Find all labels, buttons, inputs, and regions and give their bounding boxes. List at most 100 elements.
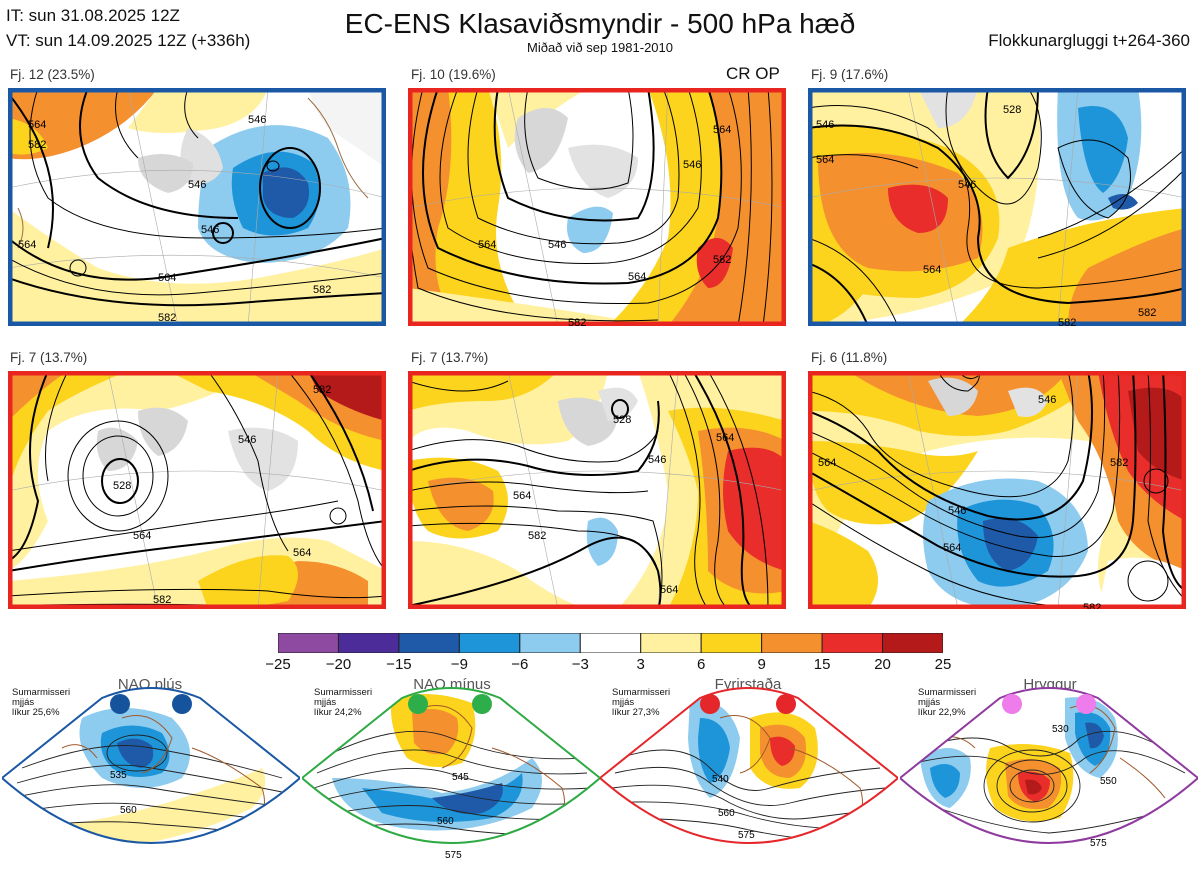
colorbar-tick-label: −3 [571,656,589,673]
panel-6-contour-label: 546 [948,505,966,517]
regime-1-marker-right [172,694,192,714]
colorbar-swatch [398,632,460,654]
panel-1-contour-label: 564 [18,239,36,251]
panel-4-contour-label: 528 [113,480,131,492]
regime-4-smoothing: mjjás [918,697,941,708]
colorbar-swatch [579,632,642,654]
panel-4-contour-label: 582 [153,594,171,606]
regime-2-marker-left [408,694,428,714]
regime-3-smoothing: mjjás [612,697,635,708]
panel-1-contour-label: 546 [248,114,266,126]
init-time: IT: sun 31.08.2025 12Z [6,6,180,25]
regime-1-smoothing: mjjás [12,697,35,708]
panel-3-contour-label: 546 [958,179,976,191]
regime-2-marker-right [472,694,492,714]
panel-6-caption: Fj. 6 (11.8%) [811,350,888,365]
panel-2-contour-label: 546 [683,159,701,171]
cluster-map-6: 546 564 546 564 582 582 [808,371,1186,609]
cluster-map-2: 564 546 564 582 582 546 564 [408,88,786,326]
colorbar-tick-label: −6 [511,656,529,673]
colorbar-tick-label: −20 [325,656,352,673]
regime-4-contour-label: 550 [1100,776,1117,787]
panel-4-contour-label: 564 [293,547,311,559]
colorbar-tick-label: −9 [450,656,468,673]
cluster-map-5: 528 546 564 582 564 564 [408,371,786,609]
panel-1-contour-label: 582 [28,139,46,151]
colorbar-swatch [458,632,521,654]
colorbar [277,632,944,654]
panel-2-contour-label: 564 [478,239,496,251]
regime-3-marker-left [700,694,720,714]
regime-2-probability: líkur 24,2% [314,707,362,718]
colorbar-swatch [700,632,763,654]
colorbar-swatches [277,632,944,654]
colorbar-swatch [519,632,581,654]
colorbar-tick-label: 25 [934,656,952,673]
regime-1-contour-label: 535 [110,770,127,781]
panel-3-contour-label: 546 [816,119,834,131]
regime-2-smoothing: mjjás [314,697,337,708]
colorbar-tick-label: 3 [636,656,645,673]
panel-6-contour-label: 582 [1083,602,1101,609]
classification-window: Flokkunargluggi t+264-360 [988,31,1190,50]
colorbar-tick-label: −15 [386,656,412,673]
regime-4-contour-label: 575 [1090,838,1107,849]
panel-1-contour-label: 564 [158,272,176,284]
panel-6-contour-label: 546 [1038,394,1056,406]
panel-3-contour-label: 582 [1138,307,1156,319]
regime-4-marker-right [1076,694,1096,714]
regime-3-marker-right [776,694,796,714]
regime-4-contour-label: 530 [1052,724,1069,735]
regime-4-season: Sumarmisseri [918,687,977,698]
panel-5-contour-label: 564 [716,432,734,444]
panel-1-contour-label: 564 [28,119,46,131]
colorbar-tick-label: 15 [813,656,831,673]
regime-3-contour-label: 540 [712,774,729,785]
cluster-map-4: 528 546 564 564 582 582 [8,371,386,609]
panel-1-contour-label: 582 [158,312,176,324]
regime-4-probability: líkur 22,9% [918,707,966,718]
panel-2-caption: Fj. 10 (19.6%) [411,67,496,82]
regime-2-contour-label: 575 [445,850,462,861]
panel-3-contour-label: 564 [923,264,941,276]
regime-map-nao-plus: 535 560 [0,678,302,868]
regime-map-ridge: 530 550 575 [898,678,1200,868]
regime-2-note: Sumarmisseri mjjás líkur 24,2% [314,688,372,718]
regime-4-note: Sumarmisseri mjjás líkur 22,9% [918,688,976,718]
panel-1-contour-label: 546 [201,224,219,236]
panel-4-caption: Fj. 7 (13.7%) [10,350,88,365]
colorbar-swatch [277,632,339,654]
panel-3-contour-label: 528 [1003,104,1021,116]
panel-4-contour-label: 564 [133,530,151,542]
regime-1-contour-label: 560 [120,805,137,816]
panel-4-contour-label: 582 [313,384,331,396]
panel-1-caption: Fj. 12 (23.5%) [10,67,95,82]
regime-2-season: Sumarmisseri [314,687,373,698]
regime-1-note: Sumarmisseri mjjás líkur 25,6% [12,688,70,718]
colorbar-tick-label: 9 [757,656,766,673]
regime-1-season: Sumarmisseri [12,687,71,698]
page-title: EC-ENS Klasaviðsmyndir - 500 hPa hæð [344,8,856,39]
colorbar-swatch [640,632,702,654]
valid-time: VT: sun 14.09.2025 12Z (+336h) [6,31,251,50]
panel-6-contour-label: 564 [943,542,961,554]
panel-3-caption: Fj. 9 (17.6%) [811,67,889,82]
panel-5-contour-label: 546 [648,454,666,466]
panel-5-contour-label: 564 [513,490,531,502]
colorbar-swatch [821,632,884,654]
regime-3-contour-label: 575 [738,830,755,841]
panel-2-contour-label: 582 [713,254,731,266]
regime-1-probability: líkur 25,6% [12,707,60,718]
colorbar-tick-label: 20 [874,656,891,673]
regime-3-note: Sumarmisseri mjjás líkur 27,3% [612,688,670,718]
panel-3-contour-label: 582 [1058,317,1076,326]
regime-map-nao-minus: 545 560 575 [300,678,602,868]
regime-3-probability: líkur 27,3% [612,707,660,718]
panel-2-contour-label: 564 [628,271,646,283]
panel-1-contour-label: 582 [313,284,331,296]
regime-1-marker-left [110,694,130,714]
cluster-map-3: 546 564 528 546 564 582 582 [808,88,1186,326]
panel-5-contour-label: 564 [660,584,678,596]
panel-2-contour-label: 564 [713,124,731,136]
regime-map-blocking: 540 560 575 [598,678,900,868]
